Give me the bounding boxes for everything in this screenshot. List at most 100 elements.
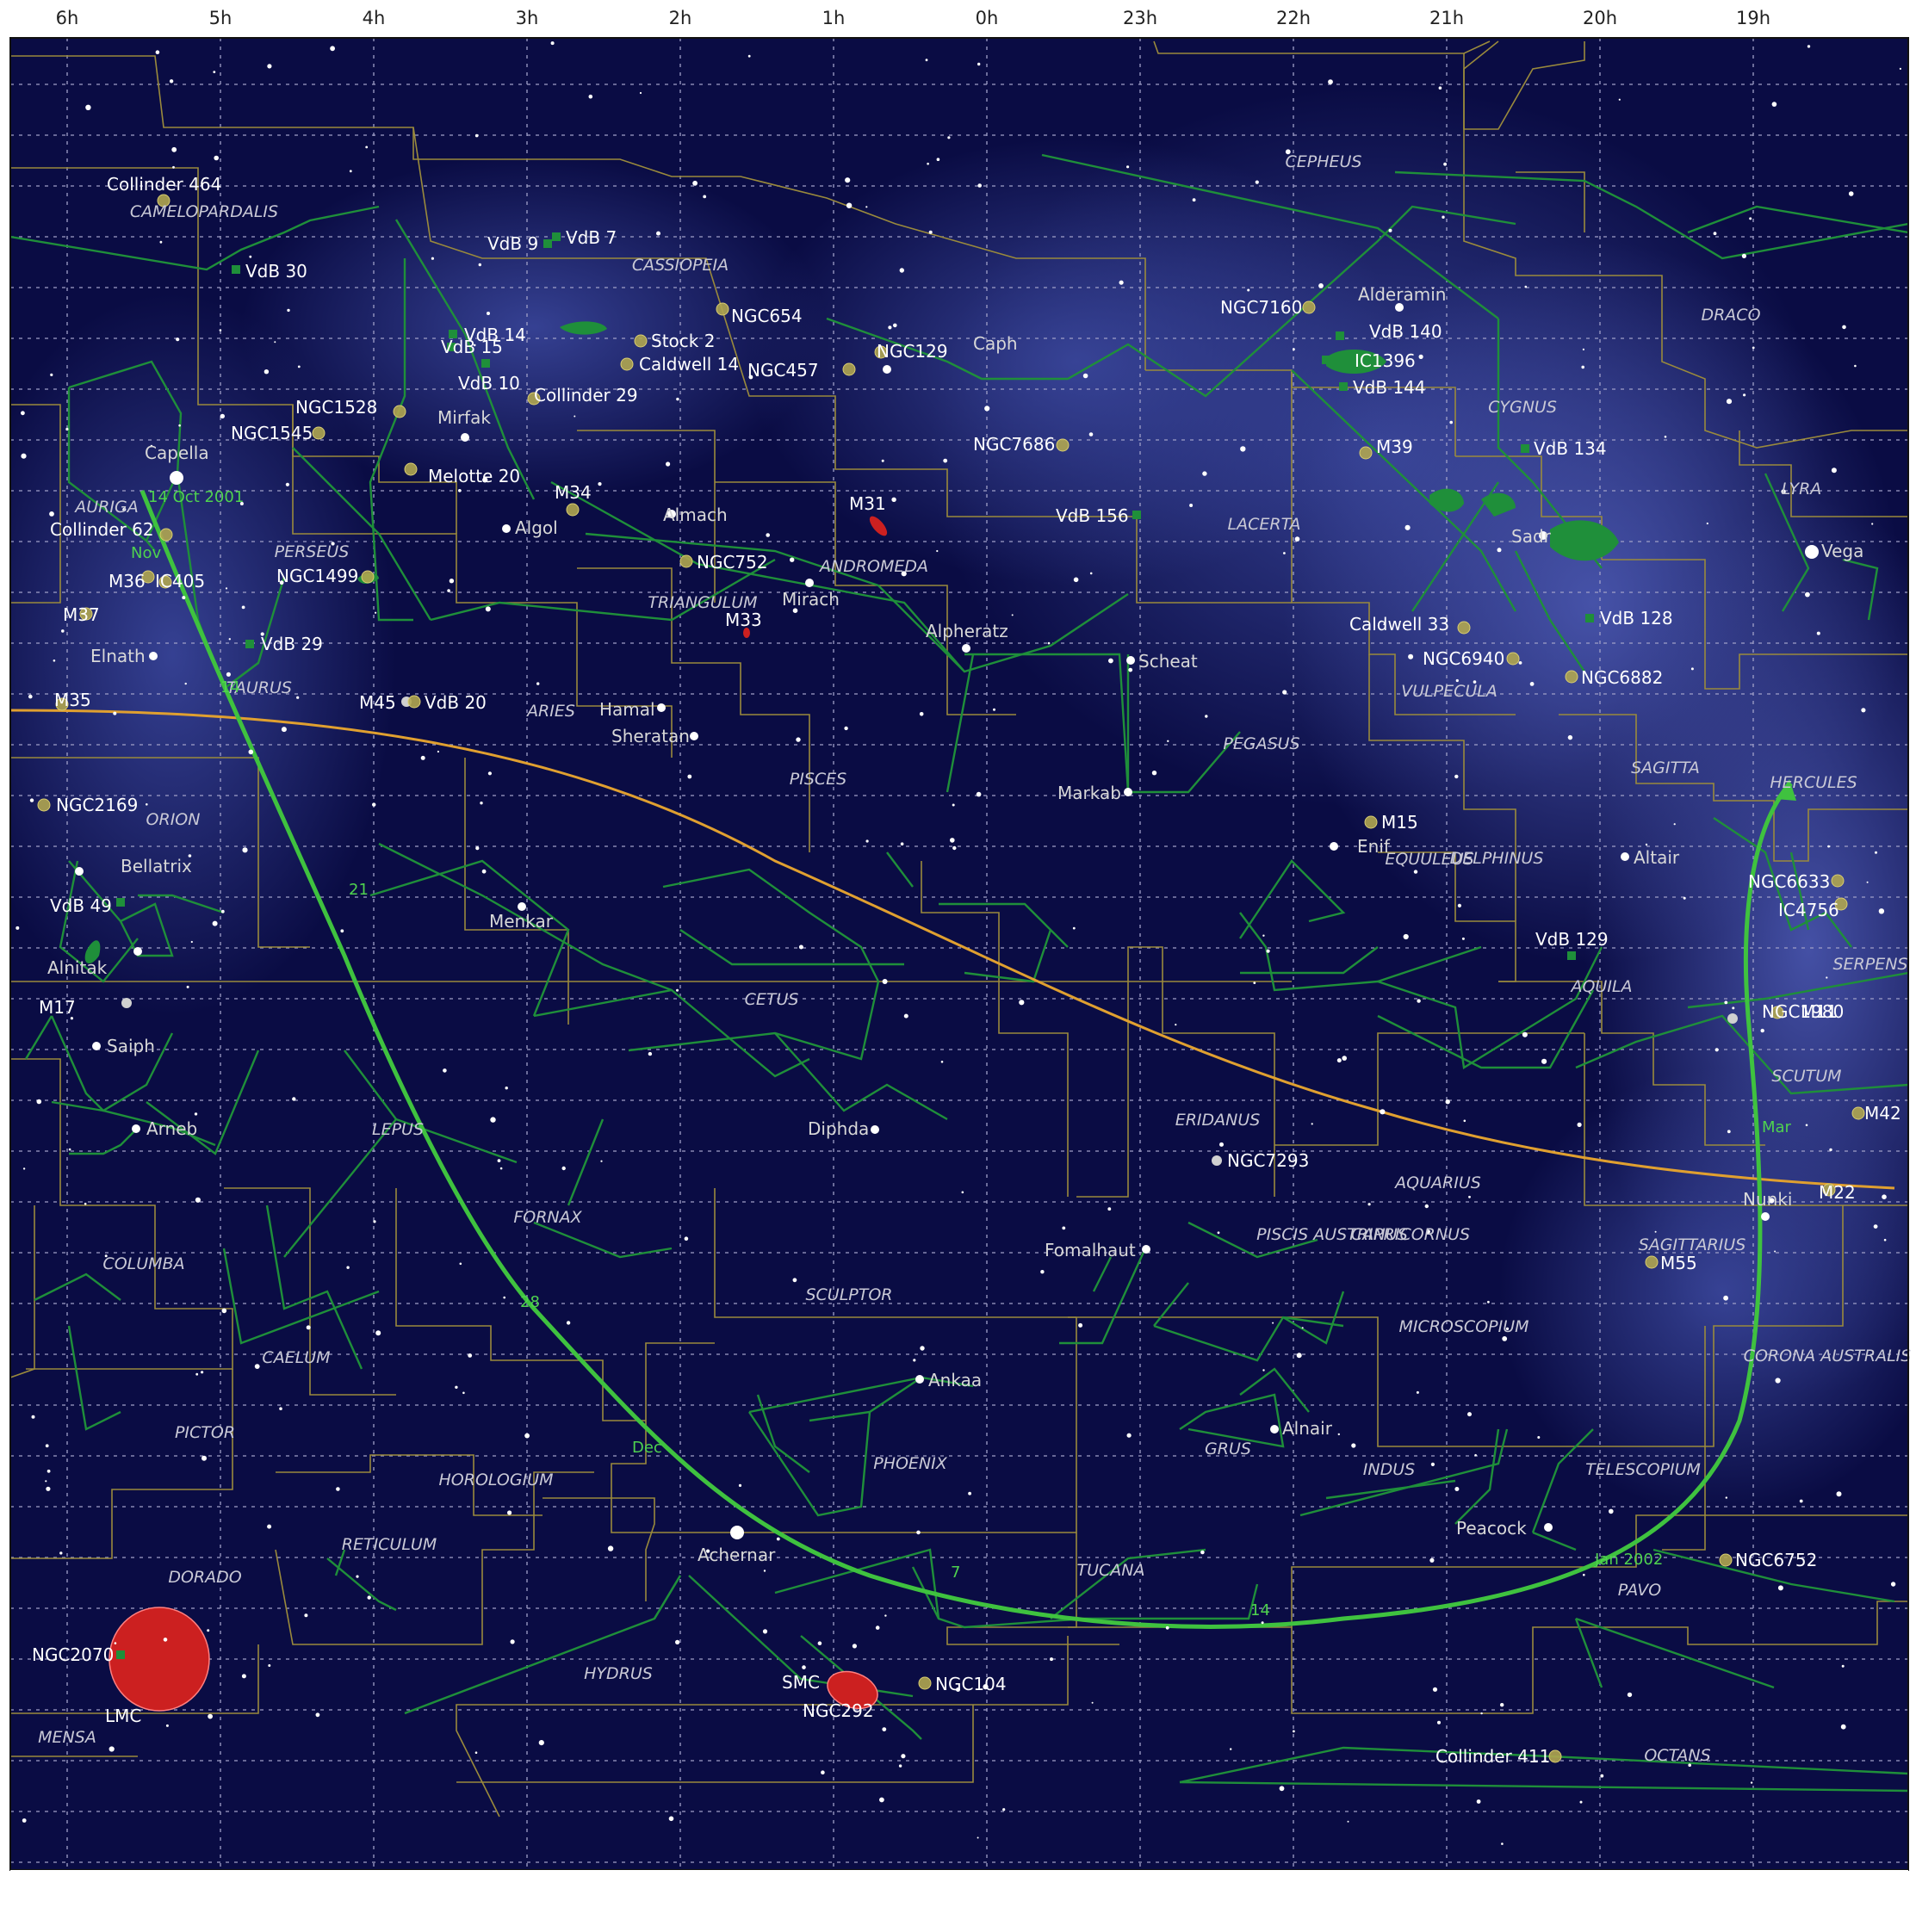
- background-star: [306, 1325, 311, 1330]
- constellation-label: PERSEUS: [275, 542, 350, 561]
- background-star: [420, 755, 425, 760]
- star-label: Almach: [663, 505, 728, 525]
- background-star: [1336, 1058, 1342, 1063]
- constellation-label: CEPHEUS: [1286, 152, 1362, 171]
- background-star: [1119, 280, 1124, 285]
- background-star: [365, 146, 369, 149]
- constellation-label: ORION: [146, 810, 201, 829]
- star-label: Sadr: [1511, 526, 1552, 547]
- background-star: [473, 344, 476, 347]
- background-star: [1293, 348, 1295, 351]
- background-star: [865, 206, 868, 208]
- background-star: [1107, 1207, 1112, 1211]
- deep-sky-label: VdB 144: [1353, 377, 1426, 398]
- background-star: [1230, 1748, 1232, 1750]
- background-star: [684, 1236, 689, 1241]
- chart-footer: [10, 1870, 1908, 1930]
- star-marker: [1761, 1212, 1770, 1221]
- constellation-label: TELESCOPIUM: [1585, 1460, 1701, 1479]
- cluster-marker: [157, 194, 171, 207]
- constellation-label: TUCANA: [1077, 1561, 1145, 1580]
- background-star: [956, 1687, 960, 1692]
- background-star: [241, 605, 245, 610]
- background-star: [1805, 591, 1810, 598]
- background-star: [792, 1278, 797, 1283]
- comet-date-label: 14: [1250, 1601, 1270, 1619]
- constellation-label: MICROSCOPIUM: [1398, 1317, 1528, 1336]
- star-marker: [1270, 1425, 1279, 1434]
- background-star: [1882, 1194, 1887, 1199]
- background-star: [1664, 436, 1667, 438]
- background-star: [1404, 524, 1411, 530]
- star-label: Alpheratz: [926, 621, 1008, 641]
- background-star: [268, 1664, 271, 1667]
- background-star: [666, 461, 671, 467]
- deep-sky-label: VdB 10: [458, 373, 520, 393]
- background-star: [1829, 1148, 1832, 1152]
- deep-sky-label: Collinder 411: [1435, 1746, 1550, 1767]
- background-star: [900, 842, 904, 845]
- background-star: [1752, 346, 1755, 350]
- comet-date-label: 14 Oct 2001: [148, 488, 244, 506]
- background-star: [1282, 690, 1287, 695]
- background-star: [687, 774, 692, 779]
- background-star: [481, 869, 487, 874]
- background-star: [1816, 631, 1820, 635]
- constellation-label: CAMELOPARDALIS: [130, 202, 278, 221]
- background-star: [1769, 1198, 1775, 1204]
- background-star: [356, 1575, 359, 1578]
- constellation-label: DELPHINUS: [1450, 849, 1544, 868]
- star-marker: [883, 365, 891, 374]
- background-star: [1073, 577, 1079, 583]
- background-star: [893, 323, 897, 328]
- background-star: [1126, 165, 1130, 169]
- comet-date-label: Nov: [131, 544, 161, 562]
- background-star: [844, 726, 848, 731]
- background-star: [1426, 1229, 1430, 1234]
- background-star: [846, 202, 853, 208]
- background-star: [1690, 667, 1694, 671]
- star-label: Arneb: [146, 1118, 197, 1139]
- comet-path: [140, 490, 1793, 1629]
- background-star: [1781, 489, 1786, 494]
- constellation-label: TAURUS: [226, 678, 292, 697]
- star-label: Diphda: [808, 1118, 869, 1139]
- background-star: [901, 1754, 906, 1759]
- cluster-marker: [1457, 621, 1471, 635]
- background-star: [968, 1491, 971, 1495]
- background-star: [1831, 468, 1837, 474]
- background-star: [1841, 1664, 1845, 1668]
- background-star: [84, 1202, 87, 1205]
- background-star: [881, 459, 884, 462]
- deep-sky-label: NGC1980: [1762, 1001, 1844, 1022]
- constellation-label: ARIES: [525, 702, 575, 721]
- background-star: [68, 1148, 71, 1151]
- background-star: [1502, 1336, 1508, 1341]
- background-star: [1457, 903, 1461, 907]
- deep-sky-label: NGC6752: [1735, 1550, 1817, 1570]
- star-marker: [1544, 1523, 1553, 1532]
- background-star: [1805, 1124, 1808, 1127]
- background-star: [706, 1549, 710, 1553]
- background-star: [1342, 1056, 1347, 1061]
- background-star: [1388, 228, 1392, 232]
- cluster-marker: [158, 575, 172, 589]
- background-star: [267, 64, 272, 69]
- background-star: [1301, 1327, 1304, 1329]
- background-star: [1899, 67, 1901, 70]
- constellation-boundaries: [10, 40, 1908, 1817]
- milky-way: [10, 86, 1908, 1515]
- nebula-marker: [1585, 614, 1594, 622]
- background-star: [372, 802, 376, 807]
- background-star: [375, 1330, 381, 1336]
- constellation-label: OCTANS: [1644, 1746, 1710, 1765]
- star-label: Fomalhaut: [1045, 1240, 1136, 1260]
- ra-label: 5h: [209, 8, 233, 28]
- nebula-marker: [116, 1650, 125, 1659]
- background-star: [1430, 1462, 1435, 1466]
- background-star: [1108, 658, 1113, 664]
- constellation-label: LYRA: [1782, 480, 1822, 498]
- star-label: Sheratan: [611, 726, 690, 746]
- background-star: [478, 263, 481, 267]
- background-star: [53, 659, 56, 662]
